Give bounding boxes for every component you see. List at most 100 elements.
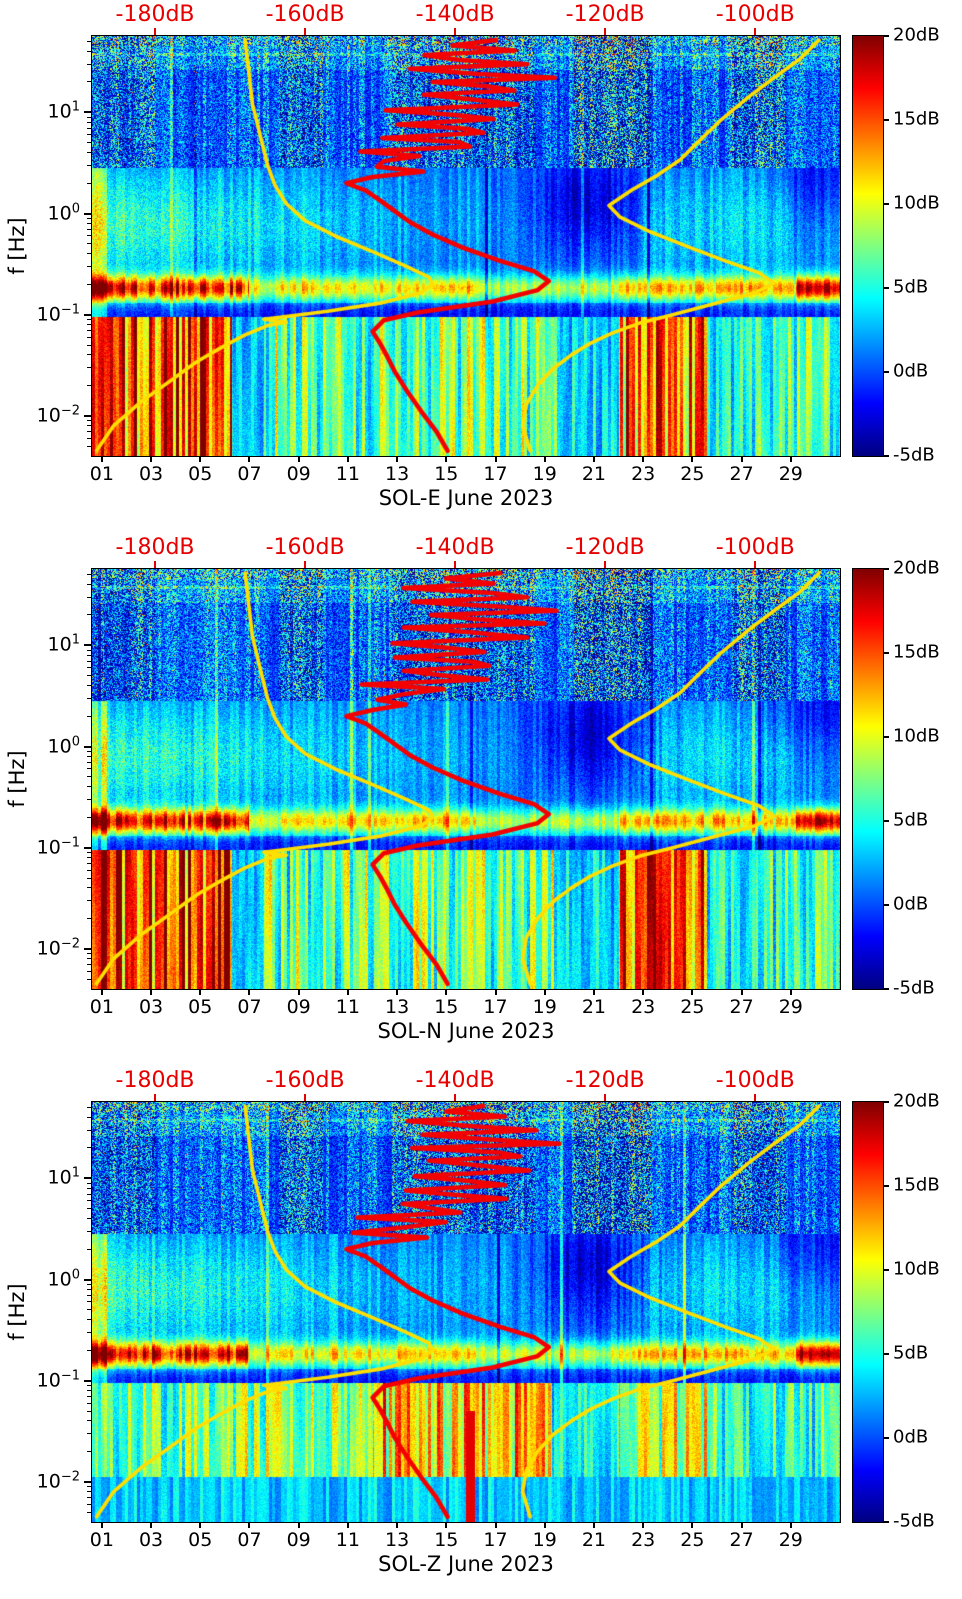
x-tick bbox=[100, 989, 103, 995]
y-tick-label: 100 bbox=[47, 733, 80, 758]
y-minor-tick bbox=[87, 445, 91, 447]
x-tick bbox=[150, 1522, 153, 1528]
x-tick bbox=[789, 456, 792, 462]
y-minor-tick bbox=[87, 900, 91, 902]
top-axis-label: -140dB bbox=[415, 2, 495, 27]
y-minor-tick bbox=[87, 776, 91, 778]
colorbar-tick bbox=[884, 1269, 889, 1271]
x-tick-label: 05 bbox=[188, 996, 213, 1018]
colorbar-tick bbox=[884, 736, 889, 738]
y-minor-tick bbox=[87, 614, 91, 616]
x-tick bbox=[740, 1522, 743, 1528]
spectrogram-panel-z: f [Hz] SOL-Z June 2023 01 03 05 07 09 11 13 15 1… bbox=[0, 1066, 962, 1599]
top-axis-tick bbox=[454, 28, 457, 35]
y-minor-tick bbox=[87, 243, 91, 245]
y-minor-tick bbox=[87, 344, 91, 346]
x-tick-label: 13 bbox=[385, 1529, 410, 1551]
y-tick bbox=[84, 1278, 91, 1281]
y-minor-tick bbox=[87, 152, 91, 154]
colorbar-tick-label: 10dB bbox=[893, 192, 940, 214]
spectrogram-canvas bbox=[92, 569, 840, 989]
top-axis-tick bbox=[304, 28, 307, 35]
x-tick-label: 11 bbox=[335, 996, 360, 1018]
x-tick-label: 21 bbox=[581, 1529, 607, 1551]
x-tick bbox=[297, 989, 300, 995]
y-minor-tick bbox=[87, 715, 91, 717]
y-minor-tick bbox=[87, 675, 91, 677]
top-axis-label: -140dB bbox=[415, 535, 495, 560]
y-minor-tick bbox=[87, 786, 91, 788]
y-minor-tick bbox=[87, 917, 91, 919]
x-tick-label: 09 bbox=[286, 1529, 311, 1551]
colorbar-tick-label: 15dB bbox=[893, 1174, 940, 1196]
x-tick-label: 09 bbox=[286, 996, 311, 1018]
x-tick bbox=[100, 1522, 103, 1528]
x-tick bbox=[150, 989, 153, 995]
y-tick bbox=[84, 846, 91, 849]
y-minor-tick bbox=[87, 1384, 91, 1386]
x-tick bbox=[642, 1522, 645, 1528]
x-tick bbox=[396, 989, 399, 995]
y-minor-tick bbox=[87, 660, 91, 662]
spectrogram-canvas bbox=[92, 36, 840, 456]
colorbar-tick-label: 20dB bbox=[893, 557, 940, 579]
colorbar bbox=[852, 1101, 884, 1523]
x-tick-label: 03 bbox=[138, 996, 164, 1018]
y-minor-tick bbox=[87, 1349, 91, 1351]
colorbar-tick bbox=[884, 287, 889, 289]
x-tick bbox=[691, 1522, 694, 1528]
top-axis-label: -120dB bbox=[565, 2, 645, 27]
colorbar-tick bbox=[884, 35, 889, 37]
y-minor-tick bbox=[87, 649, 91, 651]
top-axis-tick bbox=[604, 28, 607, 35]
top-axis-label: -160dB bbox=[265, 535, 345, 560]
colorbar-tick bbox=[884, 820, 889, 822]
x-tick-label: 25 bbox=[680, 996, 705, 1018]
y-minor-tick bbox=[87, 755, 91, 757]
colorbar-tick-label: 5dB bbox=[893, 809, 929, 831]
x-tick-label: 05 bbox=[188, 463, 213, 485]
y-minor-tick bbox=[87, 1503, 91, 1505]
y-minor-tick bbox=[87, 1193, 91, 1195]
colorbar-tick bbox=[884, 1185, 889, 1187]
x-tick bbox=[789, 989, 792, 995]
y-minor-tick bbox=[87, 1230, 91, 1232]
top-axis-label: -120dB bbox=[565, 1068, 645, 1093]
x-tick bbox=[592, 1522, 595, 1528]
y-minor-tick bbox=[87, 952, 91, 954]
y-tick-label: 101 bbox=[47, 1165, 80, 1190]
y-minor-tick bbox=[87, 862, 91, 864]
x-tick bbox=[740, 989, 743, 995]
y-minor-tick bbox=[87, 182, 91, 184]
y-minor-tick bbox=[87, 596, 91, 598]
y-minor-tick bbox=[87, 1288, 91, 1290]
colorbar-tick-label: 5dB bbox=[893, 1342, 929, 1364]
top-axis-label: -180dB bbox=[115, 1068, 195, 1093]
y-minor-tick bbox=[87, 1309, 91, 1311]
y-minor-tick bbox=[87, 1420, 91, 1422]
y-minor-tick bbox=[87, 253, 91, 255]
top-axis-label: -160dB bbox=[265, 2, 345, 27]
x-tick-label: 21 bbox=[581, 463, 607, 485]
x-tick bbox=[199, 456, 202, 462]
x-tick-label: 27 bbox=[729, 996, 754, 1018]
y-tick-label: 100 bbox=[47, 1266, 80, 1291]
x-tick-label: 15 bbox=[434, 996, 459, 1018]
y-minor-tick bbox=[87, 41, 91, 43]
x-tick bbox=[248, 1522, 251, 1528]
top-axis-tick bbox=[454, 1094, 457, 1101]
x-tick bbox=[642, 989, 645, 995]
colorbar-tick-label: 0dB bbox=[893, 1426, 929, 1448]
spectrogram-panel-e: f [Hz] SOL-E June 2023 01 03 05 07 09 11 13 15 1… bbox=[0, 0, 962, 533]
x-tick-label: 19 bbox=[532, 996, 557, 1018]
x-tick-label: 17 bbox=[483, 463, 508, 485]
x-tick-label: 25 bbox=[680, 463, 705, 485]
colorbar-tick bbox=[884, 568, 889, 570]
x-axis-title: SOL-E June 2023 bbox=[378, 486, 554, 510]
colorbar-tick bbox=[884, 371, 889, 373]
y-minor-tick bbox=[87, 667, 91, 669]
y-minor-tick bbox=[87, 265, 91, 267]
colorbar-tick-label: 20dB bbox=[893, 1090, 940, 1112]
x-tick bbox=[297, 456, 300, 462]
top-axis-label: -180dB bbox=[115, 2, 195, 27]
